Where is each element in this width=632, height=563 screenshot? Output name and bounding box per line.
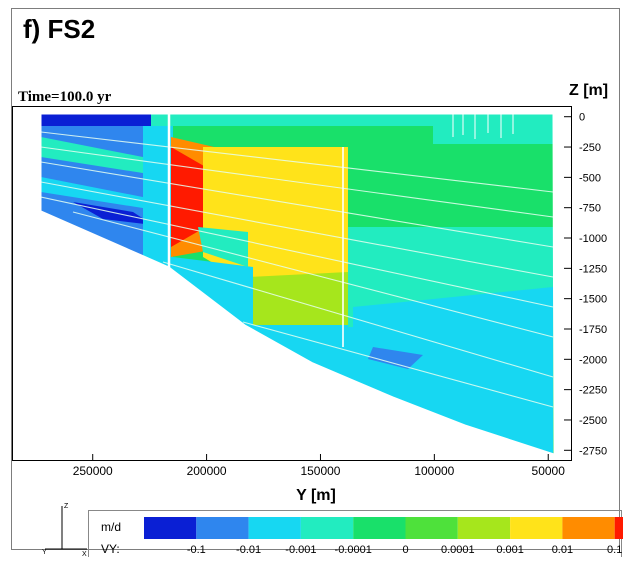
legend-swatch (510, 517, 562, 539)
legend-label: -0.1 (187, 544, 206, 556)
triad-y-label: Y (42, 549, 47, 556)
y-axis (93, 454, 549, 460)
legend-label: 0.01 (552, 544, 573, 556)
legend-labels: -0.1 -0.01 -0.001 -0.0001 0 0.0001 0.001 0.01 0.… (187, 544, 623, 556)
triad-x-label: X (82, 551, 87, 556)
legend-swatch (615, 517, 623, 539)
triad-z-label: Z (64, 503, 69, 510)
legend-unit: m/d (101, 520, 121, 534)
legend-label: 0.0001 (441, 544, 475, 556)
vy-field (13, 107, 571, 460)
legend-swatch (196, 517, 248, 539)
legend-label: 0.001 (496, 544, 524, 556)
plot-area (12, 106, 572, 461)
legend-swatch (406, 517, 458, 539)
axis-triad: Z Y X (42, 496, 92, 556)
legend-swatch (301, 517, 353, 539)
legend-label: -0.001 (285, 544, 316, 556)
legend-variable: VY: (101, 542, 120, 556)
legend-swatch (458, 517, 510, 539)
panel-title: f) FS2 (23, 14, 95, 45)
legend-swatch (353, 517, 405, 539)
legend-svg: m/d VY: -0.1 -0.01 -0.001 -0.0001 0 0.0001 0.0… (89, 511, 623, 558)
legend-swatch (249, 517, 301, 539)
legend-label: 0.1 (607, 544, 622, 556)
legend-label: -0.0001 (335, 544, 372, 556)
legend-label: -0.01 (236, 544, 261, 556)
contour-plot (13, 107, 571, 460)
time-label: Time=100.0 yr (18, 89, 111, 106)
legend-label: 0 (402, 544, 408, 556)
z-axis (564, 117, 571, 451)
y-axis-title: Y [m] (0, 487, 632, 505)
legend-swatch (562, 517, 614, 539)
legend-swatch (144, 517, 196, 539)
z-axis-title: Z [m] (569, 82, 608, 100)
legend: m/d VY: -0.1 -0.01 -0.001 -0.0001 0 0.0001 0.0… (88, 510, 622, 557)
legend-swatches (144, 517, 623, 539)
